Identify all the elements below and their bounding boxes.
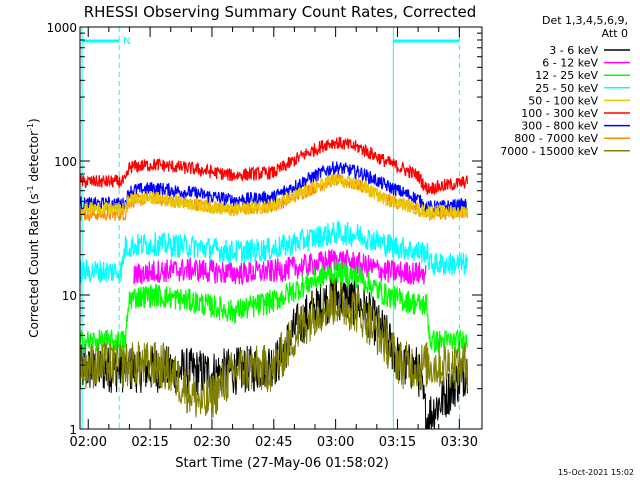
legend-label: 3 - 6 keV xyxy=(549,44,598,57)
series-300-800-kev xyxy=(80,161,468,214)
y-tick-label: 100 xyxy=(54,155,77,169)
series-line xyxy=(80,259,468,354)
x-tick-label: 03:15 xyxy=(379,435,416,450)
legend-label: 300 - 800 keV xyxy=(521,120,598,133)
legend-label: 50 - 100 keV xyxy=(528,94,598,107)
y-label-part-1: Corrected Count Rate (s xyxy=(27,193,41,337)
legend-header-line-2: Att 0 xyxy=(602,27,628,40)
y-axis-label: Corrected Count Rate (s-1 detector-1) xyxy=(26,118,41,337)
x-tick-label: 02:30 xyxy=(193,435,230,450)
x-axis-label: Start Time (27-May-06 01:58:02) xyxy=(175,456,389,471)
x-tick-label: 02:15 xyxy=(131,435,168,450)
y-tick-label: 1000 xyxy=(46,21,77,35)
series-6-12-kev xyxy=(133,248,427,286)
series-line xyxy=(80,173,468,219)
series-7000-15000-kev xyxy=(80,278,468,419)
series-line xyxy=(80,219,468,284)
series-line xyxy=(80,136,468,196)
legend-label: 7000 - 15000 keV xyxy=(500,145,598,158)
legend-label: 25 - 50 keV xyxy=(535,82,598,95)
night-marker-label: N xyxy=(123,36,130,47)
plot-frame xyxy=(79,26,483,430)
series-layer xyxy=(80,136,468,429)
x-tick-label: 02:45 xyxy=(255,435,292,450)
series-100-300-kev xyxy=(80,136,468,196)
series-50-100-kev xyxy=(80,173,468,219)
y-tick-label: 1 xyxy=(69,423,77,437)
series-line xyxy=(80,161,468,214)
y-label-part-2: detector xyxy=(27,131,41,186)
chart-title: RHESSI Observing Summary Count Rates, Co… xyxy=(84,3,477,21)
y-label-sup-2: -1 xyxy=(26,123,35,131)
series-line xyxy=(80,278,468,419)
legend-header-line-1: Det 1,3,4,5,6,9, xyxy=(542,14,628,27)
legend-label: 100 - 300 keV xyxy=(521,107,598,120)
axes: 1 10 100 1000 02:00 02:15 02:30 02:45 03:00 03:15… xyxy=(46,21,482,450)
legend-label: 800 - 7000 keV xyxy=(514,132,598,145)
series-line xyxy=(133,248,427,286)
y-label-part-3: ) xyxy=(27,118,41,123)
y-label-sup-1: -1 xyxy=(26,185,35,193)
x-tick-label: 03:30 xyxy=(441,435,478,450)
legend-label: 12 - 25 keV xyxy=(535,69,598,82)
generated-timestamp: 15-Oct-2021 15:02 xyxy=(558,468,634,477)
y-tick-label: 10 xyxy=(62,289,77,303)
series-25-50-kev xyxy=(80,219,468,284)
x-tick-label: 03:00 xyxy=(317,435,354,450)
series-12-25-kev xyxy=(80,259,468,354)
legend-label: 6 - 12 keV xyxy=(542,57,598,70)
x-tick-label: 02:00 xyxy=(70,435,107,450)
